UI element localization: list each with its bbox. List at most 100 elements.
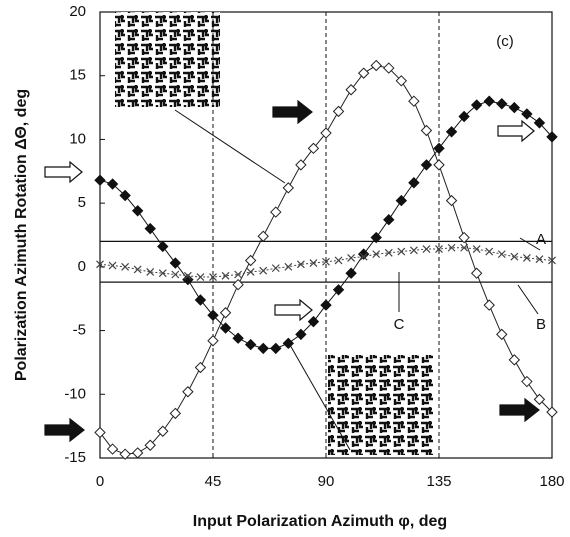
cross-marker <box>108 261 117 270</box>
filled-diamond-marker <box>94 174 106 186</box>
filled-diamond-marker <box>521 108 533 120</box>
open-diamond-marker <box>169 407 182 420</box>
filled-diamond-marker <box>219 322 232 334</box>
open-diamond-marker <box>257 230 269 242</box>
filled-diamond-marker <box>508 101 521 114</box>
filled-diamond-marker <box>119 189 131 202</box>
cross-marker <box>96 260 104 269</box>
filled-diamond-marker <box>257 342 269 355</box>
filled-diamond-marker <box>131 205 144 217</box>
open-diamond-marker <box>320 127 332 139</box>
cross-marker <box>497 250 506 259</box>
cross-marker <box>259 266 268 275</box>
open-diamond-marker <box>119 448 131 460</box>
open-arrow <box>497 119 535 143</box>
open-diamond-marker <box>383 62 395 74</box>
cross-marker <box>535 255 544 264</box>
cross-marker <box>183 271 192 280</box>
filled-diamond-marker <box>332 284 345 296</box>
filled-diamond-marker <box>383 214 395 226</box>
annotation: C <box>394 316 405 333</box>
open-arrow <box>274 298 313 322</box>
open-diamond-marker <box>295 159 307 171</box>
open-diamond-marker <box>157 425 169 437</box>
open-diamond-marker <box>219 307 232 319</box>
filled-diamond-marker <box>232 332 244 344</box>
filled-diamond-marker <box>546 131 558 143</box>
cross-marker <box>548 256 556 265</box>
open-diamond-marker <box>345 84 357 96</box>
cross-marker <box>309 259 318 267</box>
filled-diamond-marker <box>144 222 156 235</box>
filled-diamond-marker <box>295 328 307 341</box>
cross-marker <box>409 246 418 255</box>
filled-diamond-marker <box>194 294 207 306</box>
filled-diamond-marker <box>169 257 182 269</box>
open-diamond-marker <box>408 95 420 107</box>
filled-arrow <box>499 397 540 423</box>
leader-line <box>517 284 539 315</box>
filled-diamond-marker <box>433 142 445 155</box>
open-diamond-marker <box>546 406 558 418</box>
cross-marker <box>171 270 180 279</box>
open-diamond-marker <box>395 75 408 87</box>
cross-marker <box>522 254 531 262</box>
filled-arrow <box>272 99 313 125</box>
filled-diamond-marker <box>470 99 483 111</box>
x-tick-label: 135 <box>426 473 451 490</box>
annotation: (c) <box>496 33 514 50</box>
filled-diamond-marker <box>408 177 420 189</box>
open-diamond-marker <box>508 354 521 366</box>
cross-marker <box>133 265 142 274</box>
leader-line <box>174 109 286 184</box>
annotation: A <box>536 231 546 248</box>
cross-marker <box>472 245 481 253</box>
open-diamond-marker <box>144 439 156 451</box>
open-diamond-marker <box>496 328 508 341</box>
x-tick-label: 0 <box>96 473 104 490</box>
filled-diamond-marker <box>270 342 282 355</box>
cross-marker <box>271 264 280 273</box>
open-diamond-marker <box>182 386 194 398</box>
x-tick-label: 45 <box>205 473 222 490</box>
open-arrow <box>44 160 83 184</box>
open-diamond-marker <box>332 105 345 118</box>
open-diamond-marker <box>270 206 282 218</box>
filled-diamond-marker <box>157 240 169 253</box>
filled-diamond-marker <box>370 231 382 244</box>
filled-diamond-marker <box>182 273 194 286</box>
open-diamond-marker <box>521 375 533 388</box>
y-axis-title: Polarization Azimuth Rotation ΔΘ, deg <box>13 89 30 381</box>
filled-diamond-marker <box>420 159 433 171</box>
open-diamond-marker <box>445 194 458 207</box>
y-tick-label: -15 <box>64 449 86 466</box>
leader-lines <box>174 109 541 451</box>
cross-marker <box>397 247 406 256</box>
filled-diamond-marker <box>483 95 495 107</box>
open-diamond-marker <box>433 159 445 171</box>
open-diamond-marker <box>533 393 546 406</box>
y-tick-label: -10 <box>64 385 86 402</box>
filled-arrow <box>44 417 85 443</box>
cross-marker <box>322 257 330 266</box>
x-tick-label: 90 <box>318 473 335 490</box>
filled-diamond-marker <box>357 248 370 260</box>
open-diamond-marker <box>458 231 470 244</box>
y-tick-label: 10 <box>69 130 86 147</box>
cross-marker <box>196 273 205 281</box>
inset-pattern <box>115 12 220 107</box>
cross-marker <box>384 248 393 257</box>
cross-marker <box>359 252 368 261</box>
filled-diamond-marker <box>445 126 458 138</box>
cross-marker <box>209 273 217 281</box>
leader-line <box>519 237 541 251</box>
open-diamond-marker <box>94 426 106 439</box>
cross-marker <box>234 270 243 279</box>
open-diamond-marker <box>370 59 382 72</box>
open-diamond-marker <box>131 447 144 459</box>
cross-marker <box>221 271 230 280</box>
y-tick-label: 20 <box>69 3 86 20</box>
cross-marker <box>347 254 356 262</box>
inset-pattern <box>328 355 433 455</box>
